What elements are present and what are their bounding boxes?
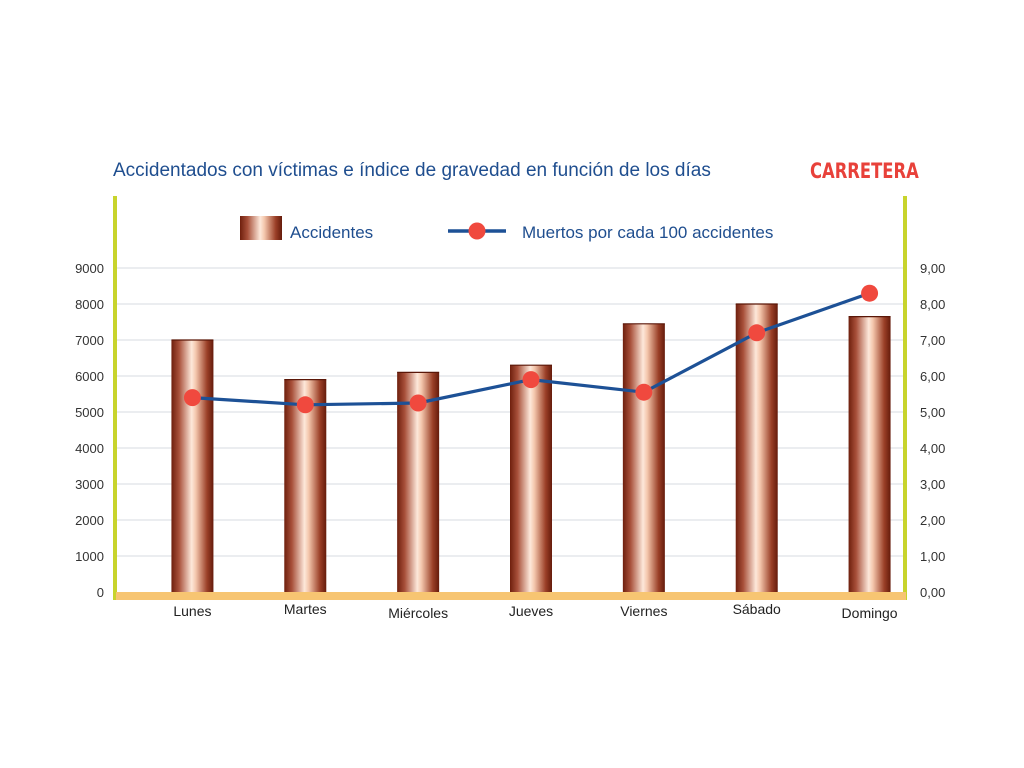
chart-title-tag: CARRETERA	[810, 159, 919, 183]
line-marker	[748, 324, 766, 342]
left-tick-label: 1000	[75, 549, 104, 564]
bar	[171, 340, 214, 592]
legend-bar-swatch	[240, 216, 282, 240]
right-tick-label: 6,00	[920, 369, 945, 384]
right-tick-label: 0,00	[920, 585, 945, 600]
right-tick-label: 5,00	[920, 405, 945, 420]
legend-label-accidentes: Accidentes	[290, 223, 373, 242]
x-tick-label: Miércoles	[388, 605, 448, 621]
left-tick-label: 2000	[75, 513, 104, 528]
bar	[622, 323, 665, 592]
x-tick-label: Lunes	[173, 603, 211, 619]
right-tick-label: 9,00	[920, 261, 945, 276]
x-tick-label: Viernes	[620, 603, 667, 619]
line-marker	[861, 284, 879, 302]
left-tick-label: 3000	[75, 477, 104, 492]
left-tick-label: 8000	[75, 297, 104, 312]
right-tick-label: 2,00	[920, 513, 945, 528]
line-marker	[635, 383, 653, 401]
bar	[735, 304, 778, 592]
right-tick-label: 8,00	[920, 297, 945, 312]
legend-label-muertos: Muertos por cada 100 accidentes	[522, 223, 773, 242]
right-tick-label: 4,00	[920, 441, 945, 456]
x-tick-label: Domingo	[842, 605, 898, 621]
x-tick-label: Sábado	[733, 601, 781, 617]
legend-marker-swatch	[468, 222, 486, 240]
baseline	[116, 592, 906, 600]
left-axis-line	[113, 196, 117, 600]
bar	[848, 316, 891, 592]
bar	[510, 365, 552, 592]
left-tick-label: 0	[97, 585, 104, 600]
left-tick-label: 4000	[75, 441, 104, 456]
left-tick-label: 5000	[75, 405, 104, 420]
right-tick-label: 7,00	[920, 333, 945, 348]
line-marker	[183, 389, 201, 407]
x-tick-label: Martes	[284, 601, 327, 617]
line-marker	[409, 394, 427, 412]
left-tick-label: 6000	[75, 369, 104, 384]
legend: Accidentes Muertos por cada 100 accidente…	[240, 216, 773, 242]
chart-title: Accidentados con víctimas e índice de gr…	[113, 160, 711, 181]
line-marker	[296, 396, 314, 414]
right-axis-line	[903, 196, 907, 600]
left-tick-label: 7000	[75, 333, 104, 348]
right-tick-label: 3,00	[920, 477, 945, 492]
right-tick-label: 1,00	[920, 549, 945, 564]
line-marker	[522, 371, 540, 389]
left-tick-label: 9000	[75, 261, 104, 276]
bar	[284, 379, 327, 592]
x-tick-label: Jueves	[509, 603, 553, 619]
